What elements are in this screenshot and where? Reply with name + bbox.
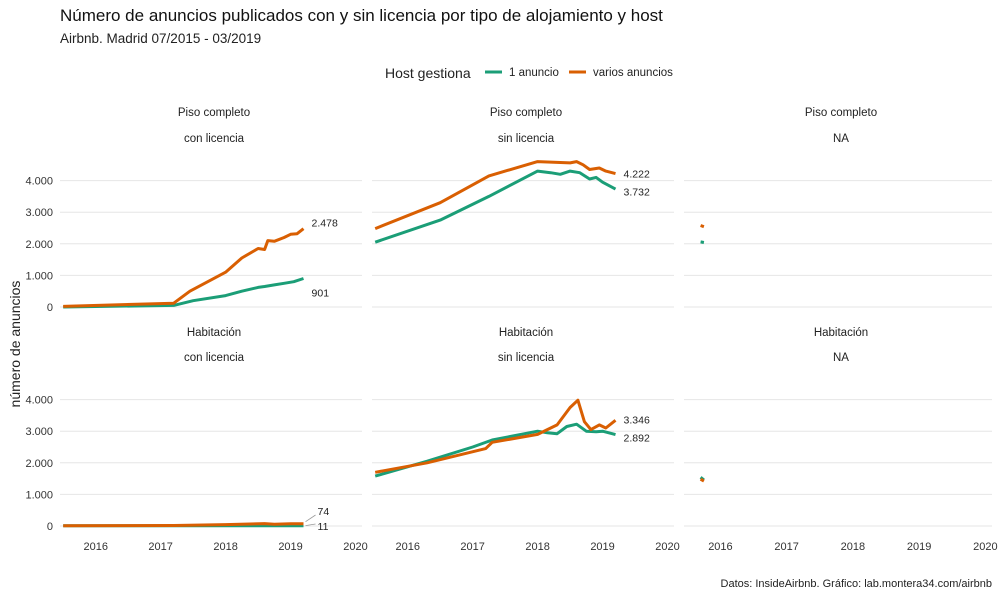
end-label: 74 [318,506,330,518]
y-tick-label: 4.000 [25,176,53,188]
x-tick-label: 2017 [460,541,484,553]
facet-label-license: con licencia [184,133,245,145]
series-line [374,398,617,474]
end-label: 2.478 [312,218,338,230]
x-tick-label: 2018 [213,541,237,553]
x-tick-label: 2020 [973,541,997,553]
facet-label-type: Habitación [814,327,868,339]
series-line [63,227,305,308]
chart-caption: Datos: InsideAirbnb. Gráfico: lab.monter… [720,578,992,590]
facet-label-type: Habitación [499,327,553,339]
y-tick-label: 2.000 [25,239,53,251]
y-axis-title: número de anuncios [7,281,23,408]
chart-subtitle: Airbnb. Madrid 07/2015 - 03/2019 [60,31,262,46]
facet-label-license: NA [833,133,849,145]
facet-label-license: sin licencia [498,352,555,364]
facet-label-type: Piso completo [805,107,877,119]
x-tick-label: 2018 [841,541,865,553]
y-tick-label: 0 [47,521,53,533]
end-label: 11 [318,521,329,533]
x-tick-label: 2019 [907,541,931,553]
facet-label-license: NA [833,352,849,364]
facet-label-type: Habitación [187,327,241,339]
facet-label-type: Piso completo [490,107,562,119]
x-tick-label: 2016 [395,541,419,553]
facet-label-type: Piso completo [178,107,250,119]
legend-label: 1 anuncio [509,67,559,79]
end-label: 901 [312,288,330,300]
y-tick-label: 3.000 [25,426,53,438]
legend-label: varios anuncios [593,67,673,79]
x-tick-label: 2017 [774,541,798,553]
x-tick-label: 2016 [83,541,107,553]
end-label: 3.346 [624,414,650,426]
series-line [700,240,705,244]
y-tick-label: 1.000 [25,489,53,501]
x-tick-label: 2016 [708,541,732,553]
x-tick-label: 2020 [343,541,367,553]
x-tick-label: 2019 [590,541,614,553]
series-line [63,522,304,528]
x-tick-label: 2017 [148,541,172,553]
series-line [374,169,617,244]
y-tick-label: 1.000 [25,270,53,282]
end-label: 3.732 [624,186,650,198]
y-tick-label: 2.000 [25,458,53,470]
label-leader [305,523,316,527]
series-line [700,224,705,229]
facet-label-license: con licencia [184,352,245,364]
y-tick-label: 0 [47,302,53,314]
y-tick-label: 4.000 [25,395,53,407]
end-label: 4.222 [624,168,650,180]
x-tick-label: 2018 [525,541,549,553]
facet-label-license: sin licencia [498,133,555,145]
x-tick-label: 2020 [655,541,679,553]
series-line [374,422,616,478]
y-tick-label: 3.000 [25,207,53,219]
legend-title: Host gestiona [385,65,471,81]
label-leader [305,514,316,522]
series-line [699,477,705,483]
end-label: 2.892 [624,432,650,444]
x-tick-label: 2019 [278,541,302,553]
series-line [374,160,616,230]
chart-title: Número de anuncios publicados con y sin … [60,6,663,25]
series-line [63,277,304,309]
